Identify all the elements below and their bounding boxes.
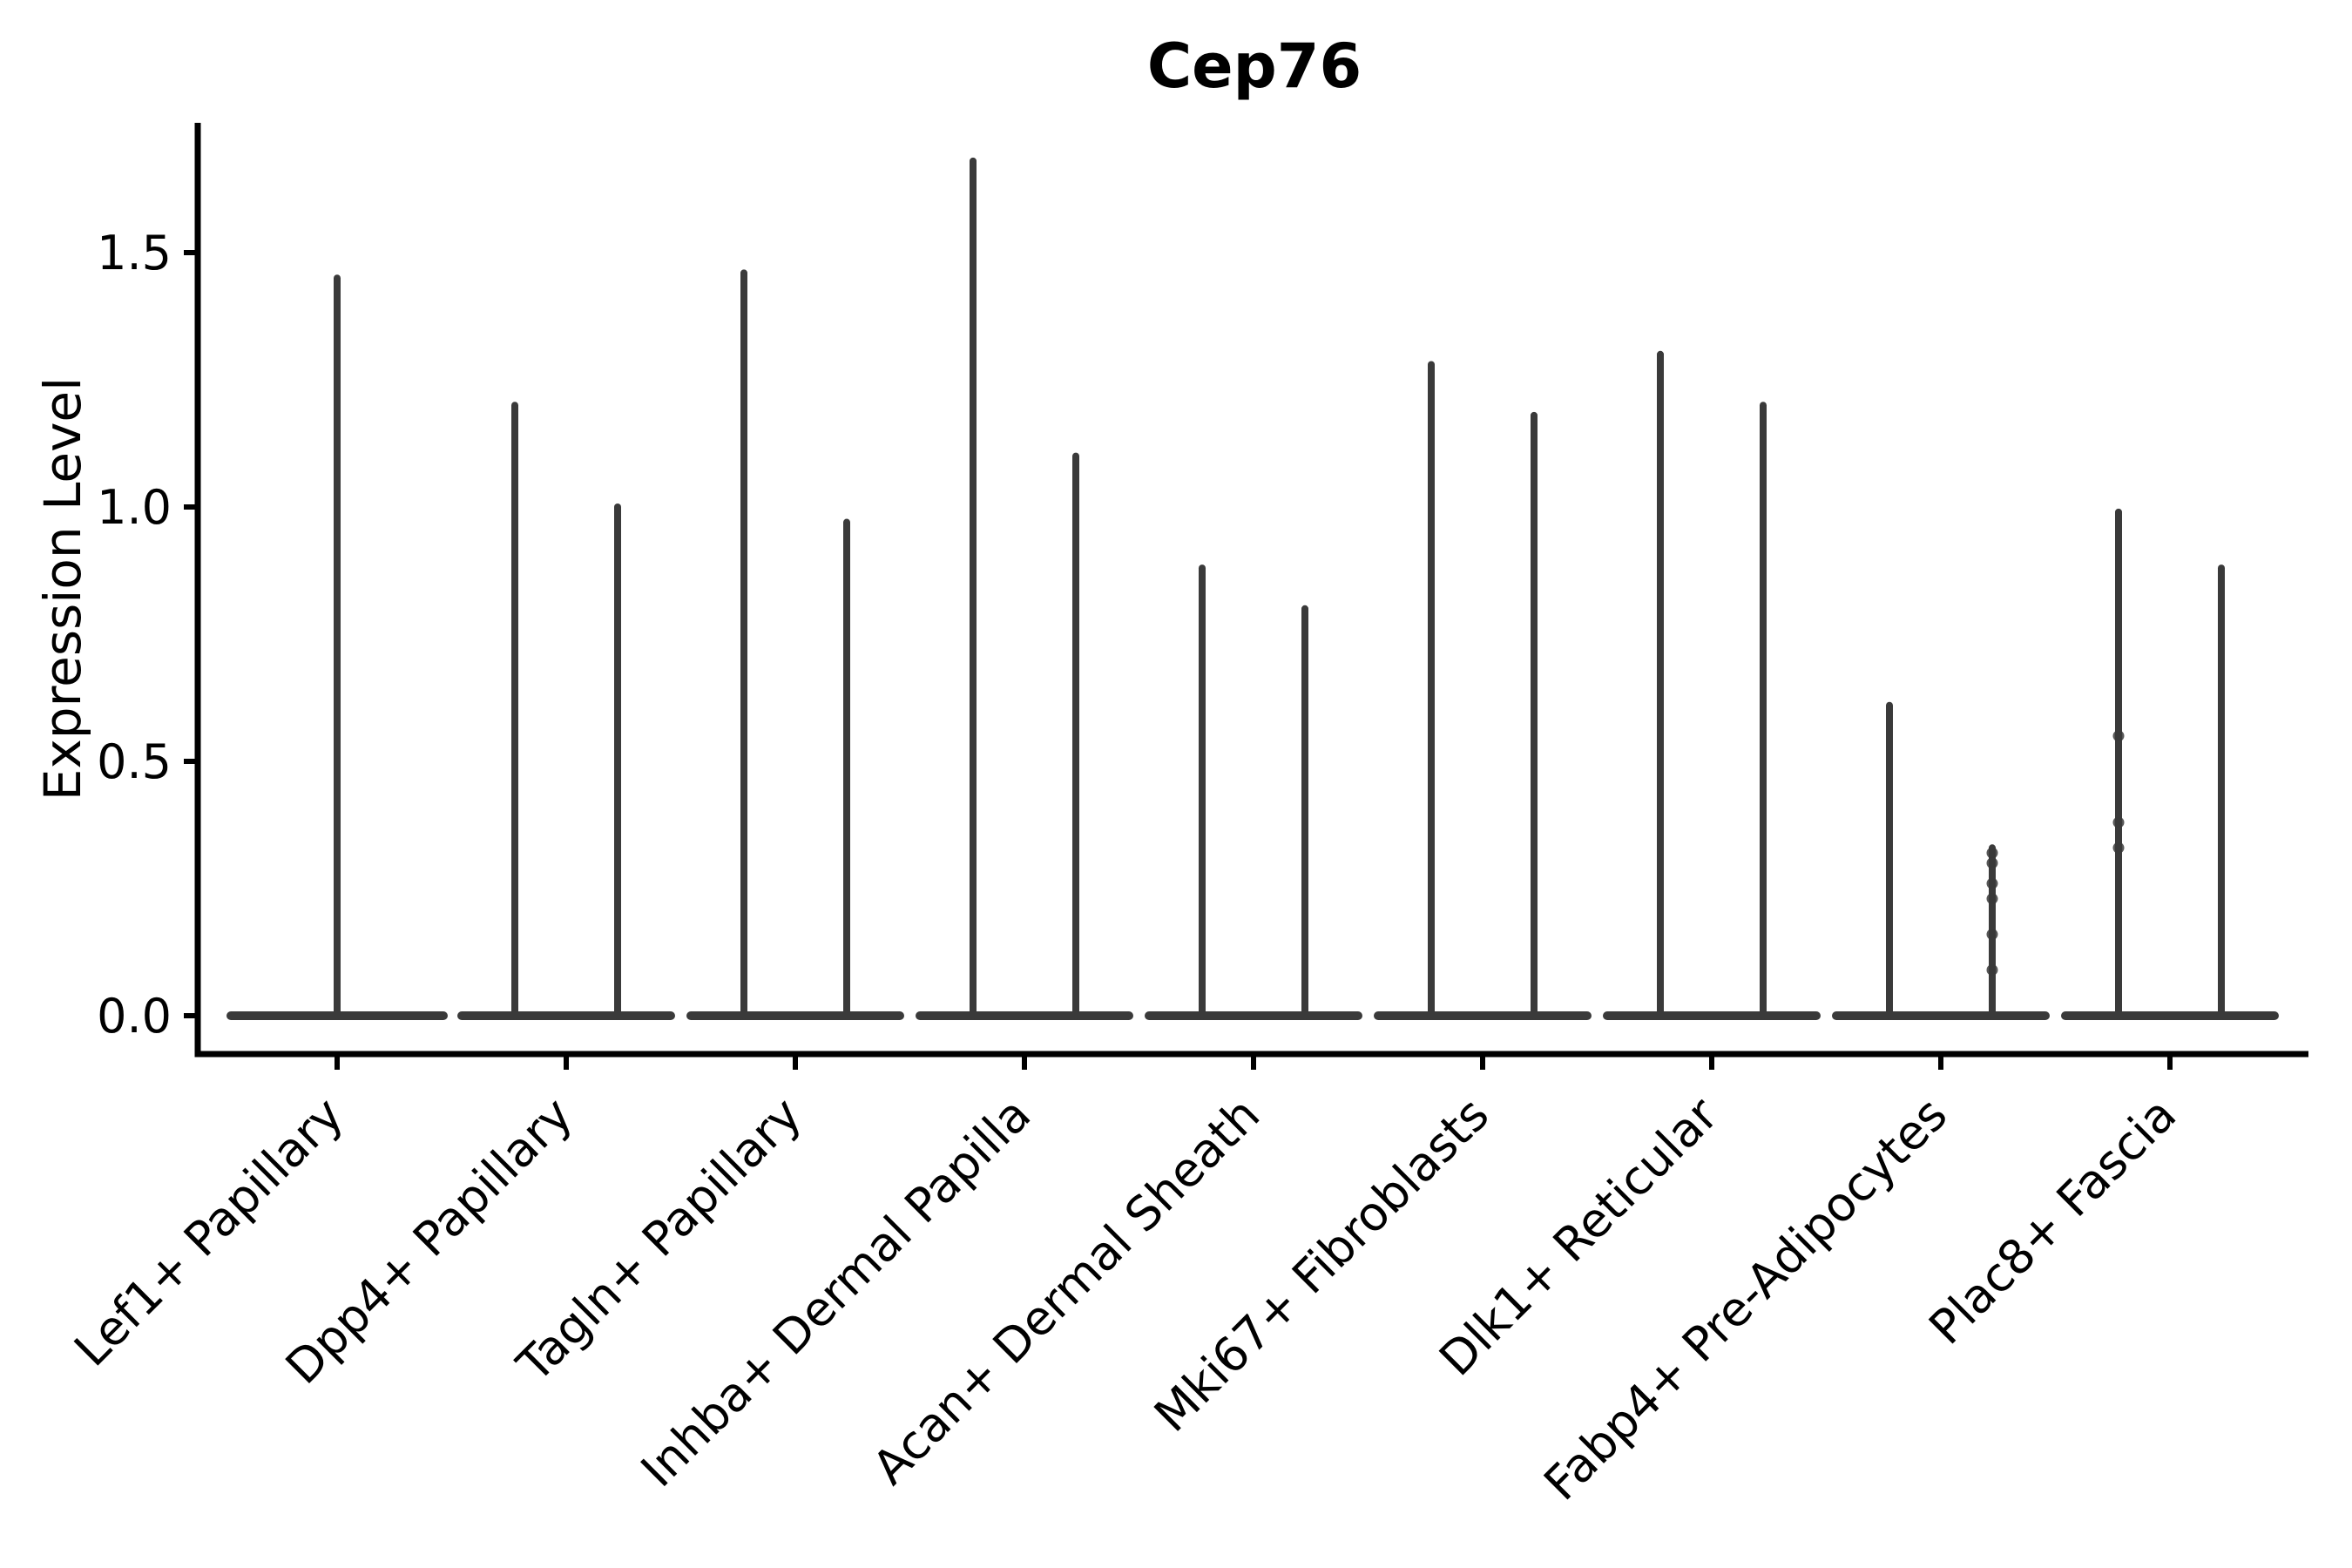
x-tick-label: Acan+ Dermal Sheath: [862, 1087, 1270, 1495]
expression-dot: [1986, 857, 1998, 869]
expression-dot: [2112, 730, 2125, 742]
expression-dot: [2112, 816, 2125, 828]
y-tick-label: 1.5: [97, 226, 172, 280]
expression-dot: [1986, 877, 1998, 889]
y-tick-label: 1.0: [97, 480, 172, 535]
expression-dot: [1986, 847, 1998, 859]
x-tick-label: Inhba+ Dermal Papilla: [631, 1087, 1041, 1497]
expression-dot: [1986, 963, 1998, 976]
violins-layer: [226, 157, 2279, 1020]
y-axis-label: Expression Level: [33, 377, 92, 801]
y-tick-label: 0.0: [97, 989, 172, 1044]
x-tick-label: Plac8+ Fascia: [1918, 1087, 2186, 1355]
expression-dot: [1986, 929, 1998, 941]
x-tick-label: Fabp4+ Pre-Adipocytes: [1533, 1087, 1957, 1511]
expression-dot: [2112, 841, 2125, 854]
plot-title: Cep76: [1147, 30, 1362, 102]
y-tick-label: 0.5: [97, 734, 172, 789]
expression-dot: [1986, 893, 1998, 905]
